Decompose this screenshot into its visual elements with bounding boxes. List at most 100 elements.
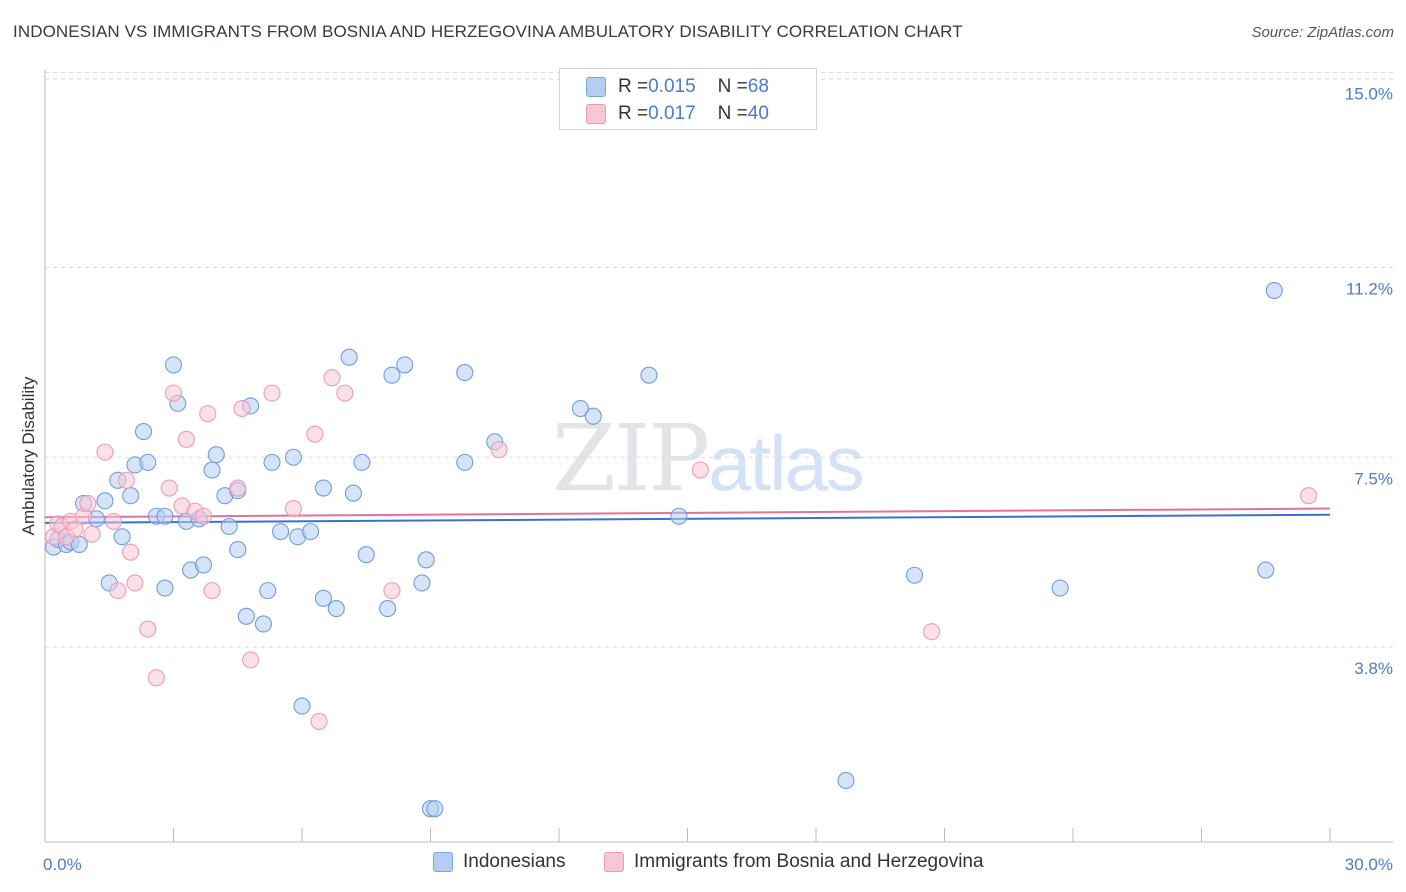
point-indonesian bbox=[1051, 579, 1069, 597]
point-bosnia bbox=[139, 620, 157, 638]
data-points bbox=[45, 281, 1318, 818]
point-bosnia bbox=[79, 494, 97, 512]
point-indonesian bbox=[259, 582, 277, 600]
point-indonesian bbox=[456, 364, 474, 382]
legend-swatch-pink bbox=[586, 104, 606, 124]
point-indonesian bbox=[220, 517, 238, 536]
point-bosnia bbox=[233, 399, 251, 418]
y-tick-label: 7.5% bbox=[1354, 469, 1393, 488]
y-tick-label: 15.0% bbox=[1345, 85, 1393, 104]
point-indonesian bbox=[417, 551, 435, 569]
point-bosnia bbox=[336, 384, 354, 402]
point-indonesian bbox=[640, 366, 658, 384]
legend-r-value: 0.015 bbox=[648, 76, 696, 97]
point-indonesian bbox=[194, 556, 213, 574]
y-tick-label: 11.2% bbox=[1346, 279, 1393, 298]
point-bosnia bbox=[194, 507, 213, 525]
point-bosnia bbox=[490, 441, 508, 459]
legend-row-bosnia: R = 0.017 N = 40 bbox=[586, 101, 769, 127]
point-indonesian bbox=[396, 356, 414, 374]
point-bosnia bbox=[109, 582, 127, 600]
point-bosnia bbox=[323, 369, 341, 387]
point-indonesian bbox=[122, 487, 140, 505]
point-bosnia bbox=[383, 582, 401, 600]
y-axis-label: Ambulatory Disability bbox=[19, 376, 38, 535]
point-bosnia bbox=[126, 574, 144, 592]
point-indonesian bbox=[383, 366, 401, 384]
point-indonesian bbox=[426, 800, 444, 818]
legend-row-indonesians: R = 0.015 N = 68 bbox=[586, 74, 769, 100]
point-bosnia bbox=[164, 384, 183, 402]
point-indonesian bbox=[164, 356, 183, 374]
legend-r-label: R = bbox=[618, 103, 649, 124]
point-indonesian bbox=[327, 600, 345, 618]
point-indonesian bbox=[905, 566, 924, 584]
watermark: ZIPatlas bbox=[552, 405, 865, 512]
point-bosnia bbox=[306, 425, 324, 443]
point-indonesian bbox=[314, 479, 332, 497]
point-bosnia bbox=[83, 525, 101, 543]
axis-labels: 3.8% 7.5% 11.2% 15.0% 0.0% 30.0% Ambulatory Di… bbox=[19, 85, 1393, 875]
point-indonesian bbox=[293, 697, 311, 715]
trend-lines bbox=[44, 507, 1331, 524]
point-bosnia bbox=[691, 461, 709, 479]
point-bosnia bbox=[284, 499, 302, 518]
point-bosnia bbox=[66, 520, 84, 538]
trend-line-bosnia bbox=[44, 507, 1331, 519]
point-indonesian bbox=[670, 507, 688, 525]
point-indonesian bbox=[340, 348, 358, 366]
point-indonesian bbox=[413, 574, 431, 592]
point-bosnia bbox=[199, 405, 217, 423]
point-bosnia bbox=[242, 651, 260, 669]
watermark-atlas: atlas bbox=[708, 419, 865, 507]
series-swatch-blue bbox=[433, 852, 453, 872]
point-indonesian bbox=[237, 607, 255, 625]
point-bosnia bbox=[310, 712, 328, 730]
point-indonesian bbox=[156, 507, 174, 525]
legend-n-label: N = bbox=[717, 103, 748, 124]
legend-swatch-blue bbox=[586, 77, 606, 97]
point-indonesian bbox=[113, 528, 131, 546]
x-tick-label: 0.0% bbox=[43, 855, 82, 874]
point-indonesian bbox=[344, 484, 362, 502]
point-indonesian bbox=[229, 541, 247, 559]
point-bosnia bbox=[160, 479, 178, 497]
series-legend-indonesians: Indonesians bbox=[433, 851, 565, 873]
axes bbox=[44, 70, 1393, 843]
point-indonesian bbox=[207, 446, 225, 464]
point-indonesian bbox=[254, 615, 273, 633]
series-name-indonesians: Indonesians bbox=[463, 851, 566, 872]
legend-n-label: N = bbox=[717, 76, 748, 97]
point-indonesian bbox=[302, 523, 320, 541]
legend-n-value: 68 bbox=[747, 76, 769, 97]
point-bosnia bbox=[263, 384, 281, 402]
point-indonesian bbox=[263, 453, 281, 471]
point-indonesian bbox=[571, 399, 589, 418]
point-indonesian bbox=[1257, 561, 1275, 579]
x-tick-label: 30.0% bbox=[1345, 855, 1393, 874]
source-label: Source: ZipAtlas.com bbox=[1251, 24, 1394, 41]
point-bosnia bbox=[203, 582, 221, 600]
point-bosnia bbox=[1300, 487, 1318, 505]
point-indonesian bbox=[357, 546, 375, 564]
point-bosnia bbox=[104, 512, 123, 530]
point-indonesian bbox=[156, 579, 174, 597]
series-swatch-pink bbox=[604, 852, 624, 872]
point-indonesian bbox=[272, 523, 290, 541]
point-bosnia bbox=[147, 669, 165, 687]
series-legend-bosnia: Immigrants from Bosnia and Herzegovina bbox=[604, 851, 984, 873]
point-bosnia bbox=[229, 479, 247, 497]
point-bosnia bbox=[923, 623, 941, 641]
series-name-bosnia: Immigrants from Bosnia and Herzegovina bbox=[634, 851, 984, 872]
grid-lines bbox=[45, 72, 1393, 648]
point-indonesian bbox=[134, 423, 153, 441]
point-indonesian bbox=[584, 407, 602, 425]
point-indonesian bbox=[353, 453, 371, 471]
legend-n-value: 40 bbox=[747, 103, 769, 124]
point-bosnia bbox=[96, 443, 114, 461]
legend-r-value: 0.017 bbox=[648, 103, 696, 124]
trend-line-indonesians bbox=[44, 513, 1331, 524]
point-indonesian bbox=[139, 453, 157, 471]
point-bosnia bbox=[117, 471, 135, 489]
